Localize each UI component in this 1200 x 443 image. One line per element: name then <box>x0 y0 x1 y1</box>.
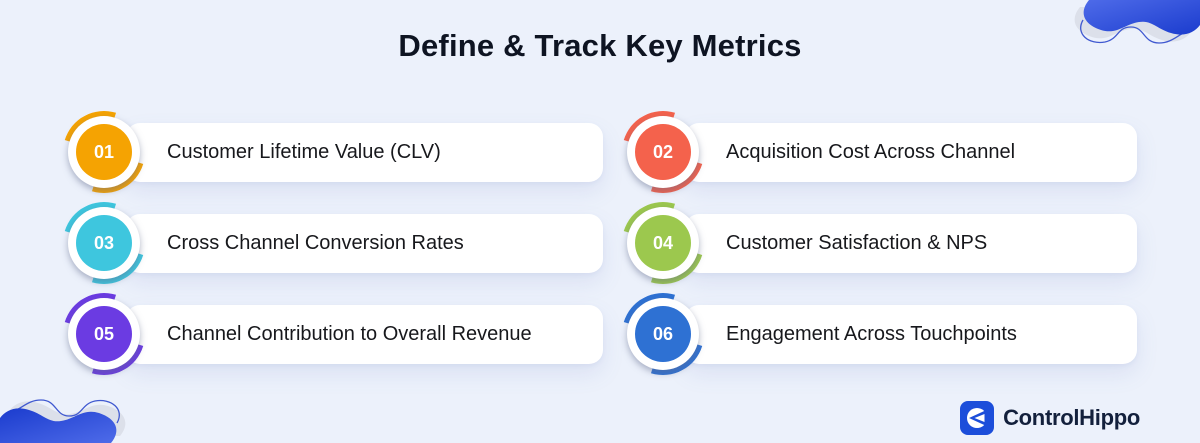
step-number-badge: 01 <box>48 96 160 208</box>
metric-label: Channel Contribution to Overall Revenue <box>167 322 532 345</box>
metric-card: Customer Satisfaction & NPS <box>685 213 1137 273</box>
brand-logo: ControlHippo <box>960 401 1140 435</box>
brand-name: ControlHippo <box>1003 405 1140 430</box>
page-title: Define & Track Key Metrics <box>398 28 802 63</box>
metric-item-1: 01 Customer Lifetime Value (CLV) <box>48 96 603 208</box>
metric-item-2: 02 Acquisition Cost Across Channel <box>607 96 1137 208</box>
metric-card: Cross Channel Conversion Rates <box>126 213 603 273</box>
step-number: 03 <box>76 215 132 271</box>
step-number-badge: 03 <box>48 187 160 299</box>
step-number: 02 <box>635 124 691 180</box>
step-number-badge: 02 <box>607 96 719 208</box>
metric-label: Cross Channel Conversion Rates <box>167 231 464 254</box>
metric-item-3: 03 Cross Channel Conversion Rates <box>48 187 603 299</box>
metric-label: Customer Satisfaction & NPS <box>726 231 988 254</box>
metric-card: Channel Contribution to Overall Revenue <box>126 304 603 364</box>
metric-label: Customer Lifetime Value (CLV) <box>167 140 441 163</box>
metric-label: Acquisition Cost Across Channel <box>726 140 1016 163</box>
metric-item-6: 06 Engagement Across Touchpoints <box>607 278 1137 390</box>
corner-wave-decoration-bottom-left <box>0 368 145 443</box>
metric-item-5: 05 Channel Contribution to Overall Reven… <box>48 278 603 390</box>
step-number-badge: 04 <box>607 187 719 299</box>
metric-card: Acquisition Cost Across Channel <box>685 122 1137 182</box>
step-number: 05 <box>76 306 132 362</box>
metric-item-4: 04 Customer Satisfaction & NPS <box>607 187 1137 299</box>
metric-card: Customer Lifetime Value (CLV) <box>126 122 603 182</box>
metrics-grid: 01 Customer Lifetime Value (CLV) 02 Acqu… <box>48 96 1137 390</box>
step-number: 04 <box>635 215 691 271</box>
step-number: 01 <box>76 124 132 180</box>
metric-card: Engagement Across Touchpoints <box>685 304 1137 364</box>
controlhippo-logo-icon <box>960 401 995 435</box>
metric-label: Engagement Across Touchpoints <box>726 322 1017 345</box>
step-number: 06 <box>635 306 691 362</box>
step-number-badge: 06 <box>607 278 719 390</box>
step-number-badge: 05 <box>48 278 160 390</box>
